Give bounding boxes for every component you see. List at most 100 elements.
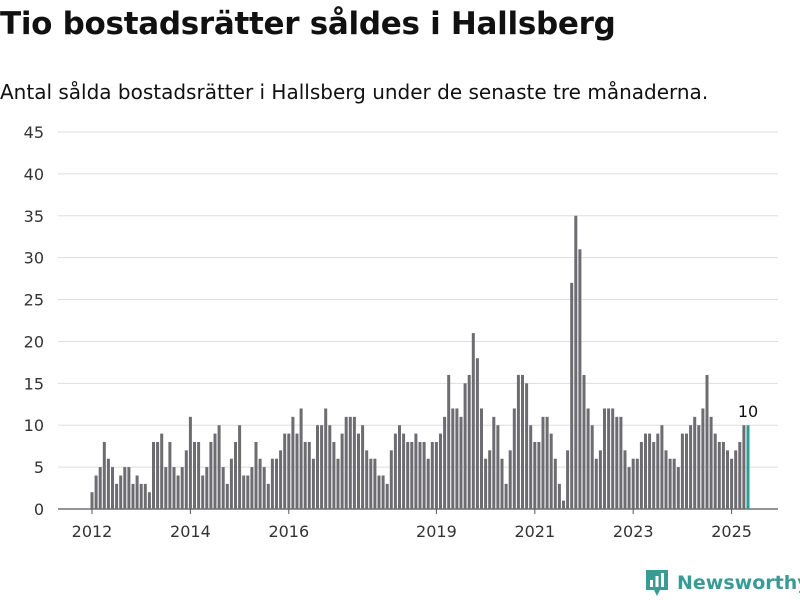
bar [566,450,570,509]
bar [172,467,176,509]
bar [316,425,319,509]
bar [307,441,311,509]
bar [291,416,295,509]
bar [615,416,619,509]
bar [262,467,266,509]
bar [648,433,652,509]
bar [143,483,147,509]
bar [209,441,213,509]
bar [258,458,262,509]
bar [295,433,299,509]
bar [311,458,315,509]
y-tick-label: 40 [24,165,44,184]
bar [516,374,520,509]
bar [496,425,500,509]
y-tick-label: 45 [24,123,44,142]
bar [439,433,442,509]
bar [467,374,471,509]
bar [553,458,557,509]
bar [254,441,258,509]
bar [221,467,225,509]
bar [147,492,151,509]
bar [434,441,438,509]
latest-value-label: 10 [738,402,758,421]
bar [586,408,590,509]
bar [270,458,274,509]
bar [701,408,705,509]
chart-title: Tio bostadsrätter såldes i Hallsberg [0,6,616,42]
grid-layer [58,131,778,510]
bar [348,416,352,509]
bar [721,441,725,509]
bar [283,433,287,509]
bar [484,458,488,509]
y-tick-label: 35 [24,207,44,226]
bar [336,458,340,509]
bar [201,475,205,509]
bar [377,475,381,509]
bar [90,492,94,509]
bar [344,416,348,509]
bar [525,383,529,509]
bar [611,408,615,509]
y-tick-label: 5 [34,458,44,477]
bar [152,441,155,509]
bar [660,425,664,509]
bar [180,467,184,509]
brand-name: Newsworthy [677,572,800,594]
x-tick-label: 2025 [711,522,752,541]
bar [664,450,668,509]
bar [406,441,410,509]
bar [644,433,647,509]
bar [287,433,291,509]
x-tick-label: 2016 [268,522,309,541]
bar [730,458,734,509]
chart-subtitle: Antal sålda bostadsrätter i Hallsberg un… [0,80,709,104]
bar [459,416,463,509]
bar [402,433,406,509]
bar [275,458,278,509]
bar [537,441,541,509]
bar [320,425,324,509]
y-tick-label: 30 [24,249,44,268]
bar [242,475,246,509]
bar [623,450,627,509]
bar [410,441,414,509]
bar [188,416,192,509]
bar [672,458,676,509]
bar [512,408,516,509]
bar [685,433,688,509]
y-tick-label: 10 [24,416,44,435]
bar [508,450,512,509]
bar [676,467,680,509]
bar [111,467,114,509]
bar [471,333,475,509]
bar [574,215,578,509]
bar [184,450,188,509]
bar [488,450,492,509]
bar [693,416,697,509]
x-tick-label: 2019 [416,522,457,541]
bar [549,433,553,509]
y-tick-label: 20 [24,332,44,351]
bar [570,282,574,509]
bar [578,249,582,510]
bar [381,475,385,509]
bar [369,458,373,509]
bar [229,458,233,509]
bar [475,358,479,509]
bar [533,441,537,509]
bar [652,441,656,509]
bar [680,433,684,509]
y-tick-label: 15 [24,374,44,393]
bar [455,408,459,509]
bar [627,467,631,509]
bar [123,467,127,509]
x-tick-label: 2023 [613,522,654,541]
bar [234,441,237,509]
bar [635,458,639,509]
bars-layer [90,215,750,510]
bar [529,425,533,509]
bar [541,416,545,509]
bar [443,416,447,509]
